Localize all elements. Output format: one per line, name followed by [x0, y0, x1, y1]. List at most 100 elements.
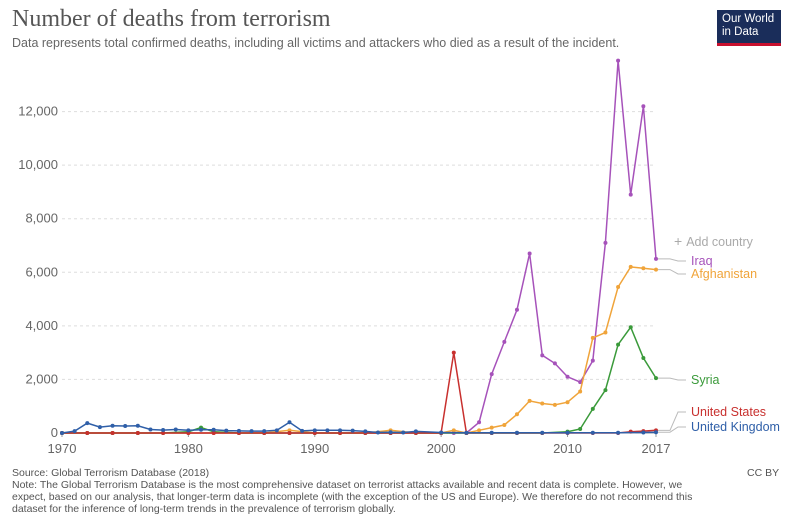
- data-point: [565, 400, 570, 405]
- data-point: [654, 376, 658, 381]
- data-point: [565, 374, 570, 379]
- series-end-label: United States: [691, 405, 766, 419]
- data-point: [578, 380, 583, 385]
- data-point: [287, 420, 292, 425]
- data-point: [85, 431, 90, 435]
- data-point: [489, 425, 494, 430]
- data-point: [540, 353, 545, 358]
- data-point: [401, 430, 406, 435]
- data-point: [211, 431, 216, 435]
- y-tick-label: 6,000: [25, 264, 58, 279]
- data-point: [514, 412, 519, 417]
- label-connector: [658, 269, 686, 275]
- data-point: [552, 361, 557, 366]
- x-tick-label: 2010: [553, 441, 582, 456]
- data-point: [477, 420, 482, 425]
- data-point: [110, 431, 115, 435]
- data-point: [135, 423, 140, 428]
- series-line: [62, 352, 657, 434]
- data-point: [641, 356, 646, 360]
- data-point: [552, 402, 557, 407]
- data-point: [603, 388, 608, 393]
- data-point: [628, 264, 633, 269]
- data-point: [514, 430, 519, 435]
- note-text: Note: The Global Terrorism Database is t…: [12, 479, 693, 515]
- y-tick-label: 12,000: [18, 104, 58, 119]
- line-chart: 0 2,000 4,000 6,000 8,000 10,000 12,000 1970 198…: [18, 58, 780, 456]
- data-point: [590, 358, 595, 363]
- data-point: [502, 339, 507, 344]
- data-point: [312, 428, 317, 433]
- data-point: [540, 401, 545, 406]
- data-point: [565, 430, 570, 435]
- data-point: [262, 429, 267, 434]
- data-point: [123, 424, 128, 429]
- label-connector: [658, 377, 686, 381]
- label-connector: [658, 258, 686, 262]
- y-tick-label: 10,000: [18, 157, 58, 172]
- data-point: [451, 428, 456, 433]
- logo-line-1: Our World: [722, 13, 775, 25]
- series-line: [62, 266, 657, 434]
- data-point: [72, 429, 77, 434]
- data-point: [502, 422, 507, 427]
- data-point: [224, 428, 229, 433]
- data-point: [654, 256, 658, 261]
- data-point: [375, 430, 380, 435]
- data-point: [388, 430, 393, 435]
- data-point: [249, 429, 254, 434]
- data-point: [489, 372, 494, 377]
- data-point: [97, 425, 102, 430]
- data-point: [641, 266, 646, 271]
- data-point: [173, 427, 178, 432]
- data-point: [199, 427, 204, 432]
- data-point: [603, 240, 608, 245]
- plus-icon: +: [674, 233, 683, 249]
- y-tick-label: 0: [51, 425, 58, 440]
- data-point: [654, 430, 658, 435]
- x-tick-label: 1990: [300, 441, 329, 456]
- data-point: [85, 421, 90, 426]
- data-point: [60, 431, 64, 435]
- owid-logo[interactable]: Our World in Data: [717, 10, 781, 46]
- chart-subtitle: Data represents total confirmed deaths, …: [12, 36, 620, 50]
- data-point: [477, 428, 482, 433]
- license-link[interactable]: CC BY: [747, 467, 780, 479]
- data-point: [616, 58, 621, 63]
- data-point: [110, 423, 115, 428]
- data-point: [578, 389, 583, 394]
- data-point: [439, 430, 444, 435]
- series-end-label: Afghanistan: [691, 267, 757, 281]
- data-point: [186, 428, 191, 433]
- source-text: Source: Global Terrorism Database (2018): [12, 467, 210, 479]
- data-point: [616, 342, 621, 347]
- chart-title: Number of deaths from terrorism: [12, 6, 331, 32]
- label-connector: [658, 426, 686, 433]
- data-point: [527, 398, 532, 403]
- add-country-label: Add country: [686, 235, 753, 249]
- data-point: [514, 307, 519, 312]
- series-end-label: Iraq: [691, 254, 713, 268]
- data-point: [338, 428, 343, 433]
- y-tick-label: 4,000: [25, 318, 58, 333]
- data-point: [590, 430, 595, 435]
- label-connector: [658, 411, 686, 431]
- data-point: [590, 335, 595, 340]
- data-point: [274, 428, 279, 433]
- data-point: [161, 431, 166, 435]
- x-tick-label: 2000: [427, 441, 456, 456]
- data-point: [654, 267, 658, 272]
- logo-line-2: in Data: [722, 26, 759, 38]
- add-country-button[interactable]: + Add country: [674, 233, 753, 249]
- series-end-label: United Kingdom: [691, 420, 780, 434]
- data-point: [135, 431, 140, 435]
- series-line: [62, 325, 657, 434]
- data-point: [628, 325, 633, 330]
- data-point: [616, 430, 621, 435]
- y-tick-label: 2,000: [25, 371, 58, 386]
- x-tick-label: 2017: [642, 441, 671, 456]
- data-point: [148, 427, 153, 432]
- data-point: [527, 251, 532, 256]
- data-point: [641, 104, 646, 109]
- data-point: [641, 430, 646, 435]
